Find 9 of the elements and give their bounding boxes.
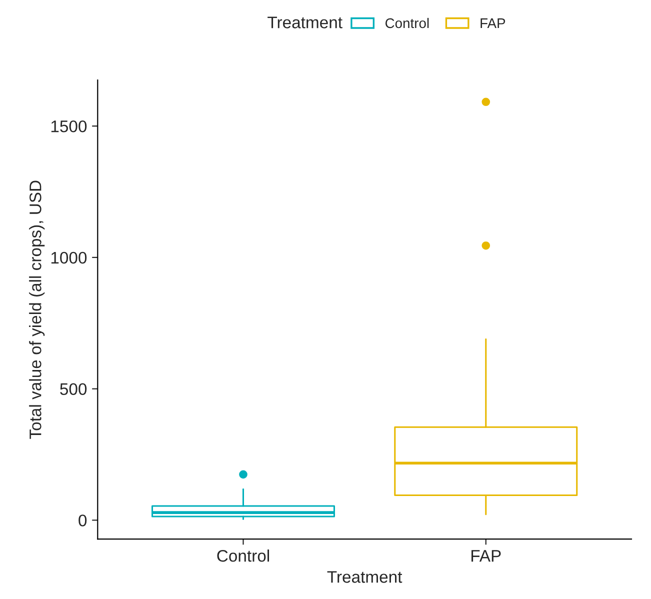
legend-label: FAP bbox=[480, 18, 506, 28]
y-tick-label: 1500 bbox=[51, 120, 87, 132]
y-axis-title: Total value of yield (all crops), USD bbox=[29, 180, 45, 439]
legend-title: Treatment bbox=[268, 16, 342, 28]
x-axis-title: Treatment bbox=[327, 571, 402, 583]
y-tick-label: 0 bbox=[78, 514, 87, 526]
legend-label: Control bbox=[385, 18, 429, 28]
y-tick-label: 500 bbox=[60, 383, 87, 396]
y-tick-label: 1000 bbox=[51, 252, 87, 264]
